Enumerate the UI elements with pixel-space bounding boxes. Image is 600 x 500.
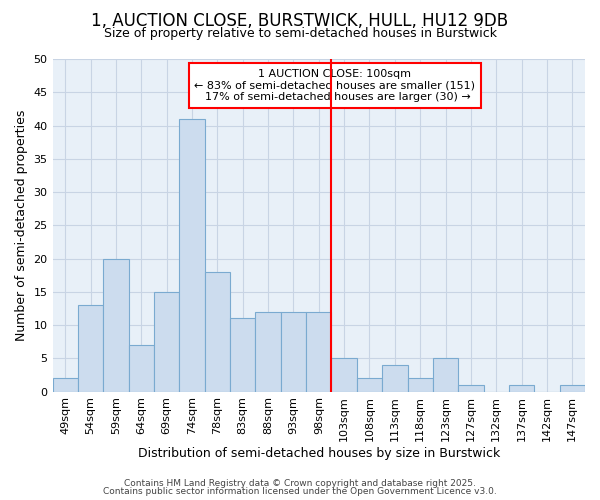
Bar <box>179 119 205 392</box>
Text: 1 AUCTION CLOSE: 100sqm
← 83% of semi-detached houses are smaller (151)
  17% of: 1 AUCTION CLOSE: 100sqm ← 83% of semi-de… <box>194 69 475 102</box>
Bar <box>128 345 154 392</box>
Bar <box>230 318 256 392</box>
Bar <box>560 385 585 392</box>
Bar <box>53 378 78 392</box>
Bar <box>509 385 534 392</box>
Bar <box>458 385 484 392</box>
Bar <box>205 272 230 392</box>
Bar <box>281 312 306 392</box>
Text: 1, AUCTION CLOSE, BURSTWICK, HULL, HU12 9DB: 1, AUCTION CLOSE, BURSTWICK, HULL, HU12 … <box>91 12 509 30</box>
Y-axis label: Number of semi-detached properties: Number of semi-detached properties <box>15 110 28 341</box>
Bar <box>407 378 433 392</box>
Bar <box>382 365 407 392</box>
Bar <box>78 305 103 392</box>
Text: Contains HM Land Registry data © Crown copyright and database right 2025.: Contains HM Land Registry data © Crown c… <box>124 478 476 488</box>
Bar <box>433 358 458 392</box>
X-axis label: Distribution of semi-detached houses by size in Burstwick: Distribution of semi-detached houses by … <box>137 447 500 460</box>
Text: Contains public sector information licensed under the Open Government Licence v3: Contains public sector information licen… <box>103 487 497 496</box>
Bar <box>357 378 382 392</box>
Bar <box>256 312 281 392</box>
Bar <box>306 312 331 392</box>
Bar <box>154 292 179 392</box>
Text: Size of property relative to semi-detached houses in Burstwick: Size of property relative to semi-detach… <box>104 28 497 40</box>
Bar <box>331 358 357 392</box>
Bar <box>103 258 128 392</box>
